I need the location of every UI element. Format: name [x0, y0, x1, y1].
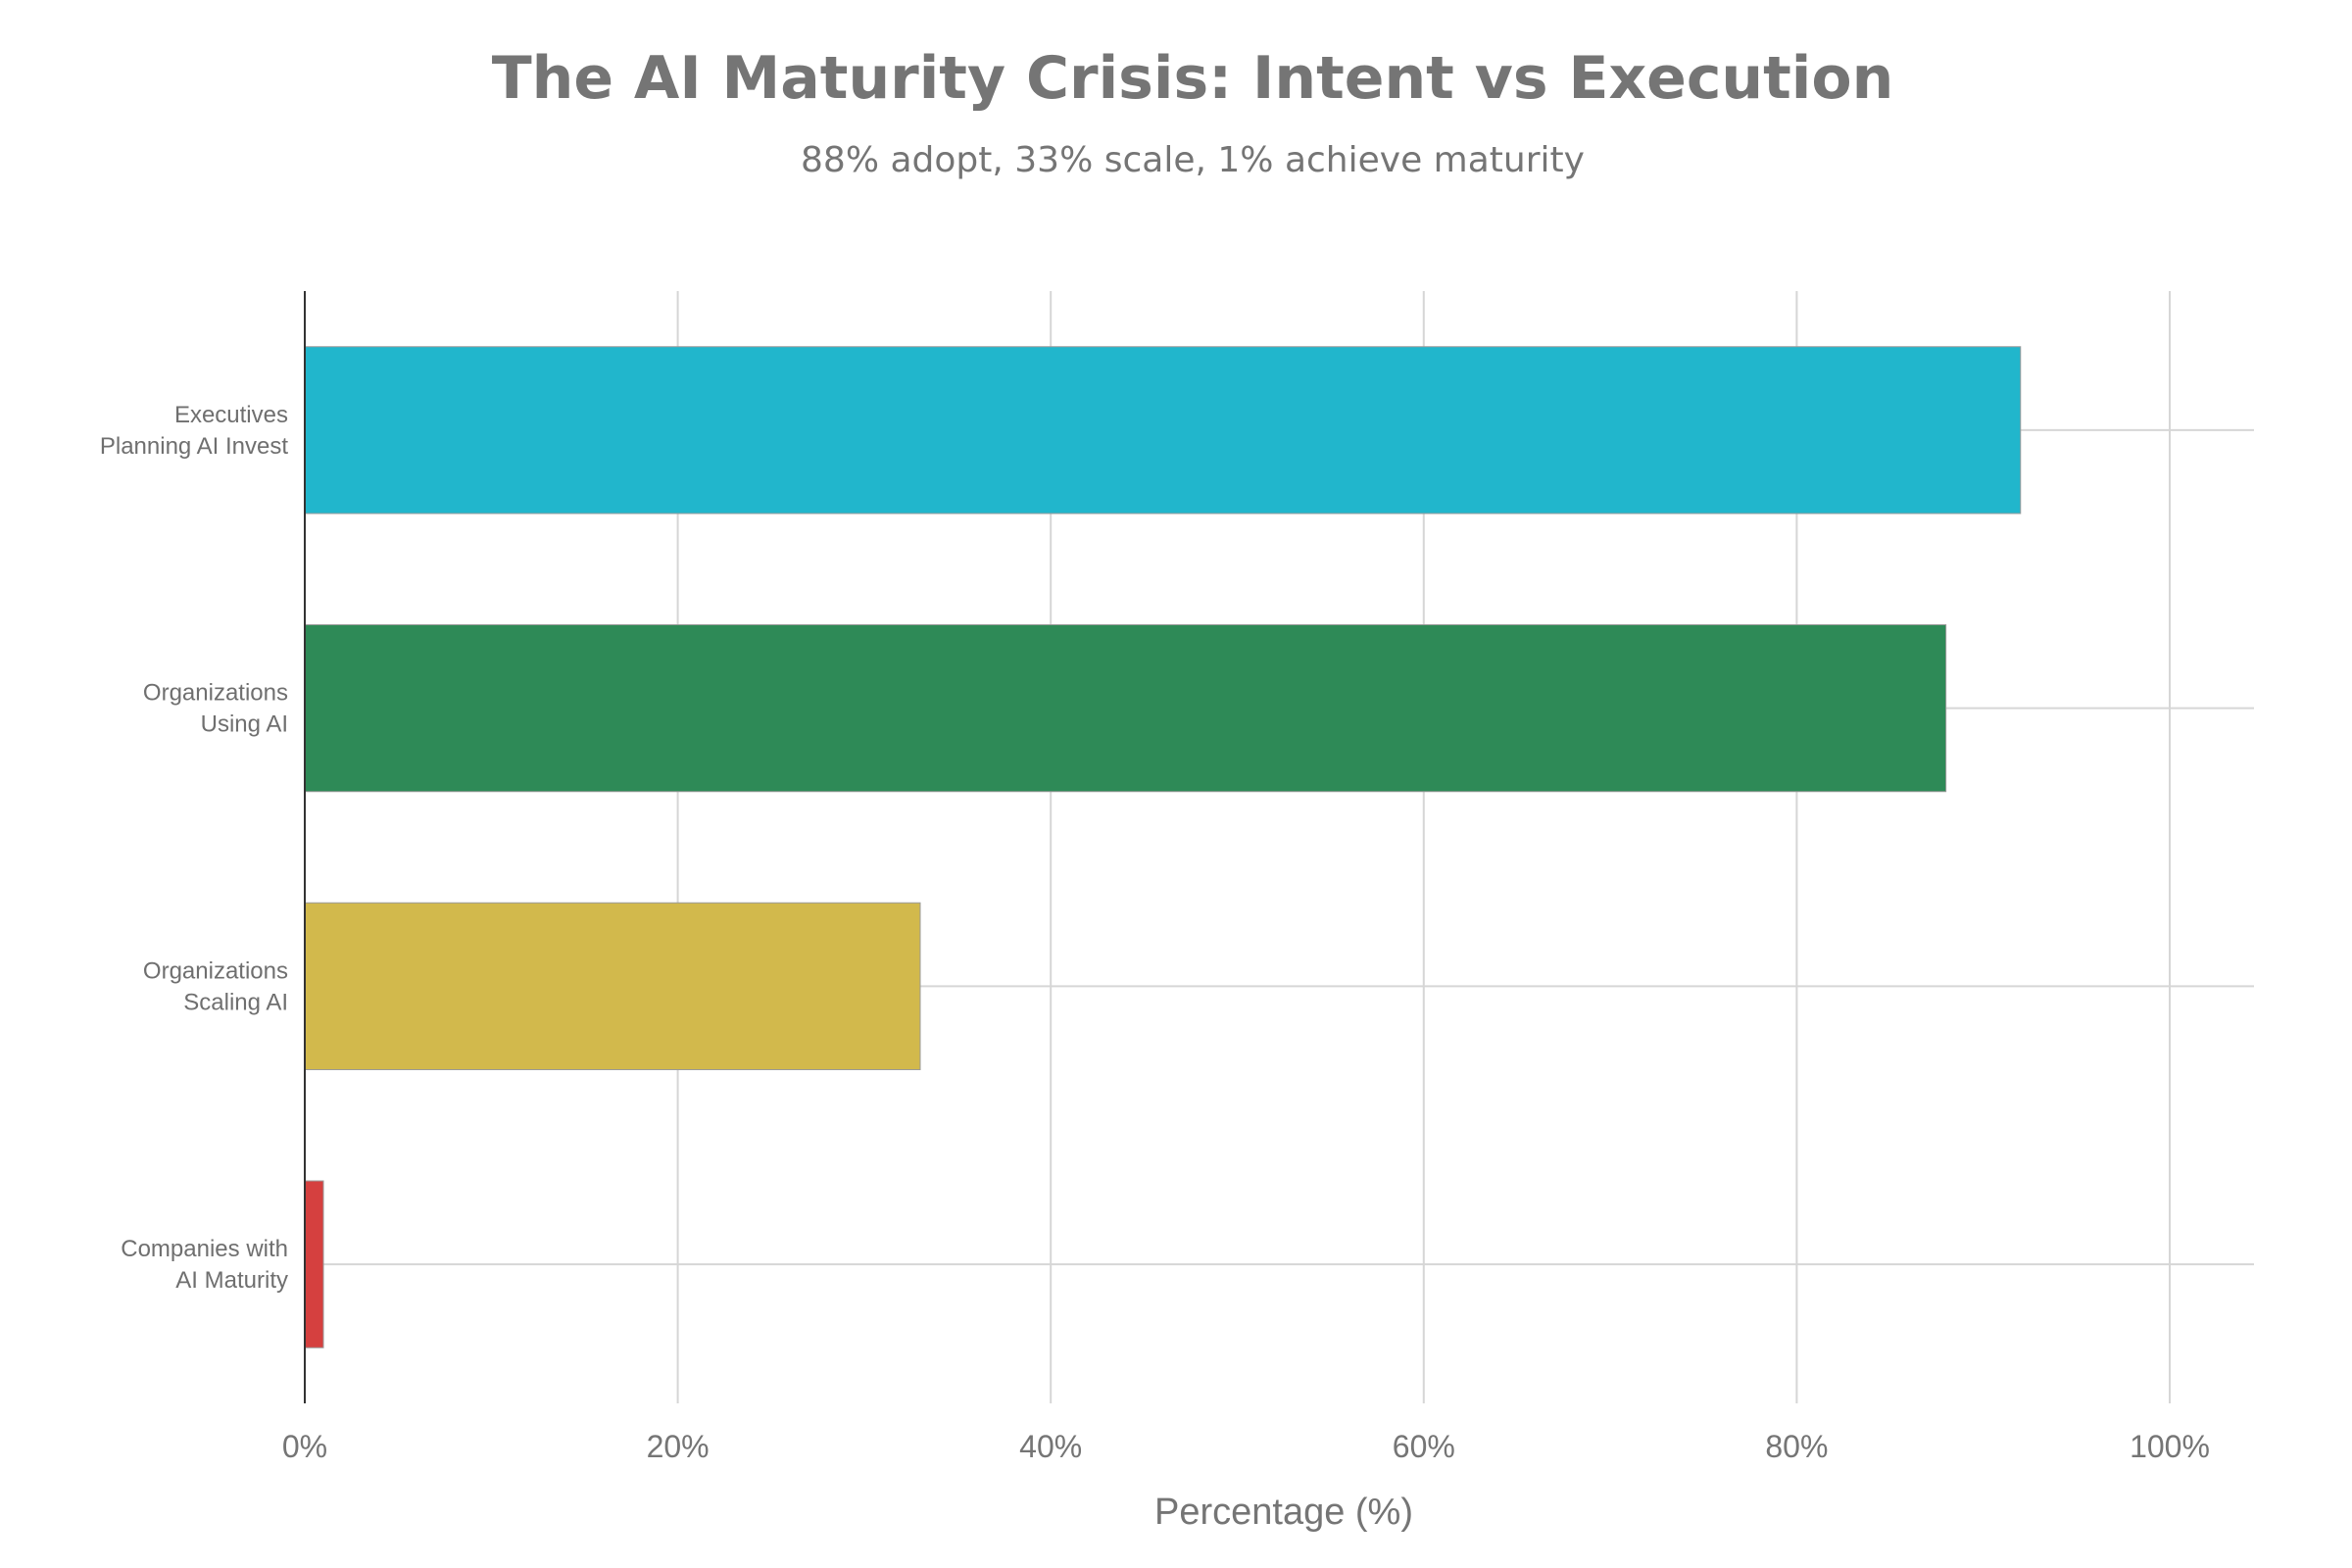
x-tick-label: 100% [2130, 1429, 2210, 1464]
bars [304, 346, 2022, 1348]
x-tick-label: 80% [1765, 1429, 1828, 1464]
bar [304, 346, 2022, 514]
x-tick-label: 60% [1393, 1429, 1455, 1464]
category-label: Companies with AI Maturity [121, 1236, 288, 1294]
category-labels: Executives Planning AI Invest Organization… [100, 402, 288, 1294]
x-tick-labels: 0% 20% 40% 60% 80% 100% [282, 1429, 2210, 1464]
category-label-line: Using AI [201, 711, 288, 738]
bar [304, 902, 921, 1070]
category-label-line: Executives [174, 402, 288, 428]
x-tick-label: 20% [647, 1429, 710, 1464]
x-tick-label: 0% [282, 1429, 327, 1464]
category-label-line: Planning AI Invest [100, 433, 288, 460]
category-label-line: Scaling AI [183, 989, 288, 1015]
category-label: Organizations Using AI [143, 680, 288, 738]
chart-subtitle: 88% adopt, 33% scale, 1% achieve maturit… [801, 140, 1585, 180]
category-label-line: Organizations [143, 957, 288, 984]
bar [304, 624, 1947, 793]
category-label-line: Organizations [143, 680, 288, 707]
x-tick-label: 40% [1019, 1429, 1082, 1464]
category-label-line: Companies with [121, 1236, 288, 1262]
category-label: Executives Planning AI Invest [100, 402, 288, 460]
x-axis-title: Percentage (%) [1154, 1492, 1413, 1533]
chart-title: The AI Maturity Crisis: Intent vs Execut… [492, 44, 1894, 113]
bar [304, 1180, 324, 1348]
category-label: Organizations Scaling AI [143, 957, 288, 1015]
category-label-line: AI Maturity [175, 1267, 288, 1294]
